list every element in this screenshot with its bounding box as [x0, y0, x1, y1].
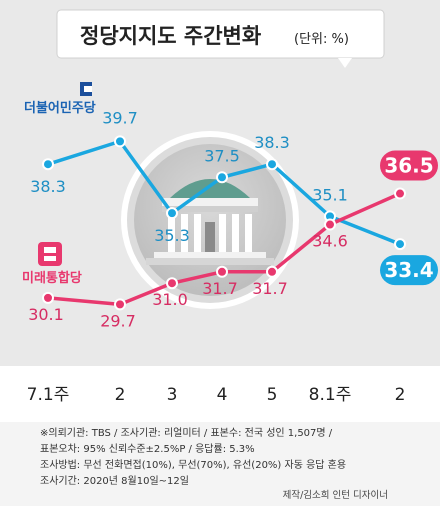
- assembly-building-illustration: [121, 131, 299, 309]
- footer: ※의뢰기관: TBS / 조사기관: 리얼미터 / 표본수: 전국 성인 1,5…: [0, 422, 440, 506]
- chart-title: 정당지지도 주간변화: [80, 24, 262, 48]
- upp-point: [216, 265, 228, 278]
- upp-point: [166, 277, 178, 290]
- upp-value-label: 29.7: [100, 311, 136, 330]
- dem-value-label: 35.1: [312, 185, 348, 204]
- dem-value-label: 38.3: [254, 133, 290, 152]
- dem-value-label: 33.4: [384, 258, 433, 282]
- upp-point: [42, 291, 54, 304]
- x-tick-label: 3: [167, 385, 178, 405]
- title-box: 정당지지도 주간변화 (단위: %): [56, 9, 385, 68]
- x-tick-label: 2: [115, 385, 126, 405]
- footer-credit: 제작/김소희 인턴 디자이너: [283, 489, 388, 501]
- x-tick-label: 2: [395, 385, 406, 405]
- upp-party-logo: 미래통합당: [22, 242, 82, 286]
- x-tick-label: 8.1주: [309, 385, 352, 405]
- dem-party-name: 더불어민주당: [24, 100, 96, 116]
- footer-line-1: ※의뢰기관: TBS / 조사기관: 리얼미터 / 표본수: 전국 성인 1,5…: [40, 427, 333, 439]
- dem-point: [394, 238, 406, 251]
- upp-point: [114, 298, 126, 311]
- upp-point: [394, 187, 406, 200]
- footer-line-2: 표본오차: 95% 신뢰수준±2.5%P / 응답률: 5.3%: [40, 443, 255, 455]
- dem-value-label: 39.7: [102, 108, 138, 127]
- dem-value-label: 38.3: [30, 177, 66, 196]
- upp-last-value-badge: [380, 150, 438, 181]
- upp-value-label: 31.7: [202, 279, 238, 298]
- x-tick-label: 5: [267, 385, 278, 405]
- dem-value-label: 35.3: [154, 226, 190, 245]
- footer-line-3: 조사방법: 무선 전화면접(10%), 무선(70%), 유선(20%) 자동 …: [40, 458, 346, 471]
- series-layer: 38.3 39.7 35.3 37.5 38.3 35.1 33.4 30.1 29.7 31.0…: [28, 108, 438, 330]
- unit-label: (단위: %): [294, 32, 349, 47]
- dem-point: [216, 171, 228, 184]
- upp-party-name: 미래통합당: [22, 270, 82, 286]
- dem-point: [114, 135, 126, 148]
- upp-point: [324, 218, 336, 231]
- x-tick-label: 7.1주: [27, 385, 70, 405]
- dem-point: [266, 158, 278, 171]
- upp-value-label: 31.7: [252, 279, 288, 298]
- dem-party-logo: 더불어민주당: [24, 82, 96, 116]
- footer-line-4: 조사기간: 2020년 8월10일~12일: [40, 475, 189, 487]
- dem-last-value-badge: [380, 255, 438, 286]
- upp-value-label: 30.1: [28, 305, 64, 324]
- upp-value-label: 34.6: [312, 232, 348, 251]
- x-axis: 7.1주 2 3 4 5 8.1주 2: [0, 366, 440, 422]
- upp-value-label: 31.0: [152, 290, 188, 309]
- upp-value-label: 36.5: [384, 154, 433, 178]
- dem-point: [42, 158, 54, 171]
- upp-point: [266, 265, 278, 278]
- x-tick-label: 4: [217, 385, 228, 405]
- dem-point: [166, 207, 178, 220]
- dem-value-label: 37.5: [204, 146, 240, 165]
